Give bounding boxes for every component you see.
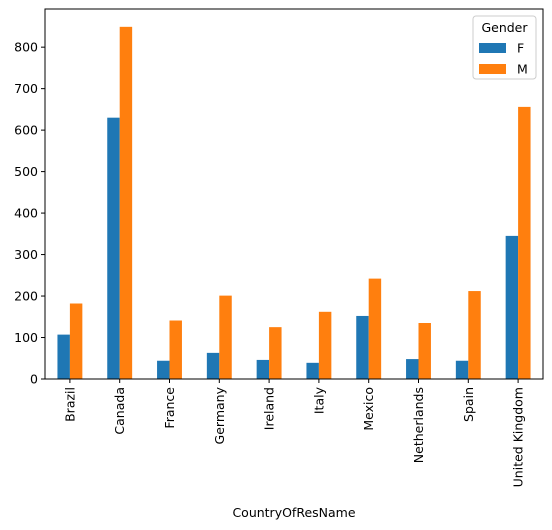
y-tick-label: 300 xyxy=(14,247,38,262)
x-tick-label: Germany xyxy=(212,386,227,444)
x-tick-label: Canada xyxy=(112,387,127,435)
legend-label-M: M xyxy=(517,62,528,77)
bar-F-italy xyxy=(306,362,319,379)
legend-label-F: F xyxy=(517,41,524,56)
y-tick-label: 800 xyxy=(14,40,38,55)
legend-swatch-F xyxy=(479,43,506,53)
bar-M-brazil xyxy=(69,303,83,379)
y-tick-label: 400 xyxy=(14,206,38,221)
y-tick-label: 200 xyxy=(14,289,38,304)
bar-M-germany xyxy=(219,295,232,379)
y-tick-label: 700 xyxy=(14,81,38,96)
x-axis-label: CountryOfResName xyxy=(232,505,355,520)
bar-M-france xyxy=(169,320,182,379)
y-tick-label: 500 xyxy=(14,164,38,179)
legend-title: Gender xyxy=(481,20,528,35)
x-tick-label: Netherlands xyxy=(411,387,426,463)
x-axis: Brazil Canada France Germany Ireland Italy Mex… xyxy=(62,379,526,487)
bar-M-united-kingdom xyxy=(518,106,531,379)
plot-frame xyxy=(44,8,544,380)
bar-F-united-kingdom xyxy=(505,235,519,379)
x-tick-label: Spain xyxy=(461,387,476,422)
x-tick-label: France xyxy=(162,387,177,429)
bar-F-brazil xyxy=(57,334,70,379)
bar-F-germany xyxy=(206,352,220,379)
y-tick-label: 0 xyxy=(30,372,38,387)
bar-M-canada xyxy=(119,26,133,379)
bar-M-spain xyxy=(468,291,481,379)
x-tick-label: Italy xyxy=(311,386,326,414)
y-axis: 0 100 200 300 400 500 600 700 800 xyxy=(14,40,45,387)
bar-F-canada xyxy=(107,117,120,380)
x-tick-label: Brazil xyxy=(62,387,77,422)
bars-group xyxy=(57,26,531,380)
legend-swatch-M xyxy=(479,64,506,74)
x-tick-label: United Kingdom xyxy=(511,387,526,487)
bar-F-mexico xyxy=(356,315,369,379)
bar-F-ireland xyxy=(256,359,270,379)
bar-F-france xyxy=(157,360,170,379)
bar-F-spain xyxy=(455,360,469,379)
bar-M-netherlands xyxy=(418,323,431,379)
x-tick-label: Ireland xyxy=(262,387,277,430)
y-tick-label: 100 xyxy=(14,330,38,345)
bar-M-ireland xyxy=(269,327,282,379)
bar-M-italy xyxy=(318,311,332,379)
bar-M-mexico xyxy=(368,278,382,379)
x-tick-label: Mexico xyxy=(361,387,376,431)
legend: Gender FM xyxy=(472,15,537,80)
bar-F-netherlands xyxy=(406,359,419,379)
y-tick-label: 600 xyxy=(14,123,38,138)
